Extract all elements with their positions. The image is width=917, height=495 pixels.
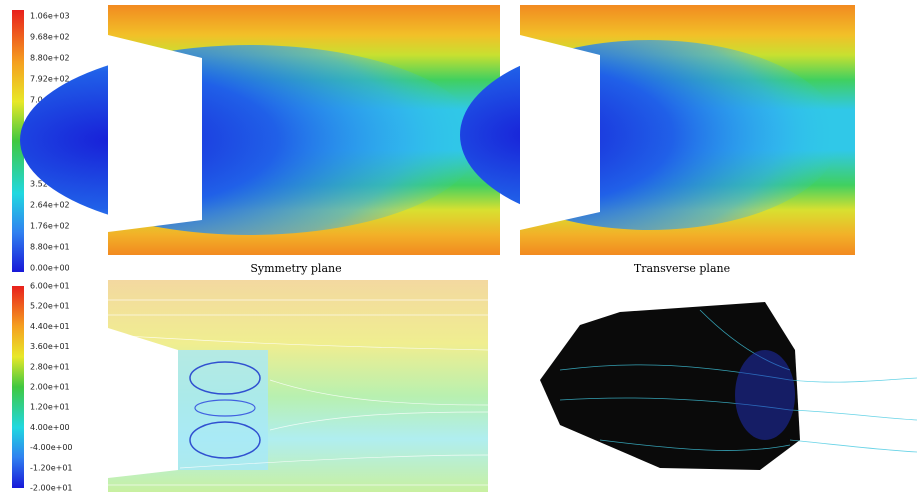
contour-panel [460,5,855,255]
colorbar-label: 0.00e+00 [30,264,70,273]
colorbar [12,10,24,272]
caption: Symmetry plane [250,262,341,275]
colorbar-label: 2.00e+01 [30,383,70,392]
colorbar-label: 7.92e+02 [30,75,70,84]
colorbar-label: 2.80e+01 [30,362,70,371]
colorbar [12,286,24,488]
contour-panel [20,5,500,255]
colorbar-label: 8.80e+01 [30,243,70,252]
colorbar-label: 6.00e+01 [30,282,70,291]
colorbar-label: 8.80e+02 [30,54,70,63]
colorbar-label: 9.68e+02 [30,33,70,42]
colorbar-label: 4.00e+00 [30,423,70,432]
colorbar-label: 1.06e+03 [30,12,70,21]
colorbar-label: 1.20e+01 [30,403,70,412]
caption: Transverse plane [634,262,730,275]
colorbar-label: 1.76e+02 [30,222,70,231]
colorbar-label: -4.00e+00 [30,443,73,452]
colorbar-label: -1.20e+01 [30,463,73,472]
streamline-panel [107,280,489,492]
colorbar-label: 3.60e+01 [30,342,70,351]
colorbar-labels: 6.00e+01 5.20e+01 4.40e+01 3.60e+01 2.80e+01… [30,282,73,493]
colorbar-label: -2.00e+01 [30,484,73,493]
colorbar-label: 4.40e+01 [30,322,70,331]
body-3d [540,302,917,470]
colorbar-label: 2.64e+02 [30,201,70,210]
colorbar-label: 5.20e+01 [30,302,70,311]
